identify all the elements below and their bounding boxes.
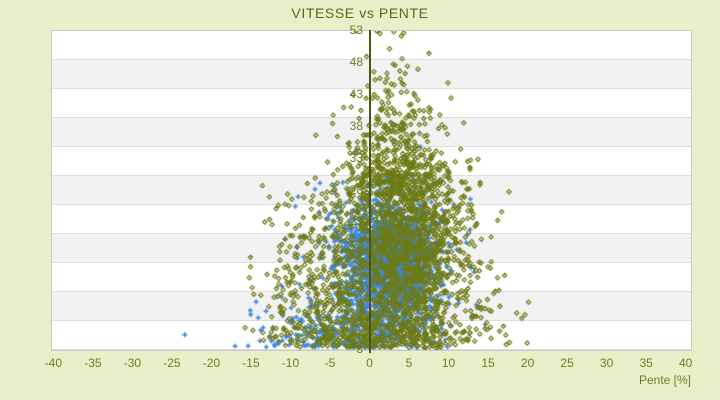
x-tick-label: 25 [560,356,574,370]
x-tick-label: -20 [202,356,221,370]
x-tick-label: -5 [324,356,336,370]
x-tick-label: 20 [520,356,535,370]
x-tick-label: -30 [123,356,142,370]
x-tick-label: 30 [599,356,614,370]
x-axis-tick-labels: -40 -35 -30 -25 -20 -15 -10 -5 0 5 10 15 20 25 30 35 40 [45,356,693,370]
x-tick-label: -10 [281,356,300,370]
x-tick-label: 40 [678,356,693,370]
x-tick-label: -25 [163,356,181,370]
x-axis-caption: Pente [%] [638,373,691,387]
x-tick-label: 10 [441,356,456,370]
x-tick-label: 0 [366,356,373,370]
scatter-points-canvas [52,31,691,350]
x-tick-label: -40 [44,356,63,370]
y-axis-line [369,30,371,353]
plot-area [51,30,692,351]
x-tick-label: -15 [242,356,260,370]
x-tick-label: 5 [405,356,413,370]
x-tick-label: -35 [84,356,102,370]
chart-title: VITESSE vs PENTE [291,5,429,21]
x-tick-label: 15 [481,356,495,370]
x-tick-label: 35 [639,356,653,370]
